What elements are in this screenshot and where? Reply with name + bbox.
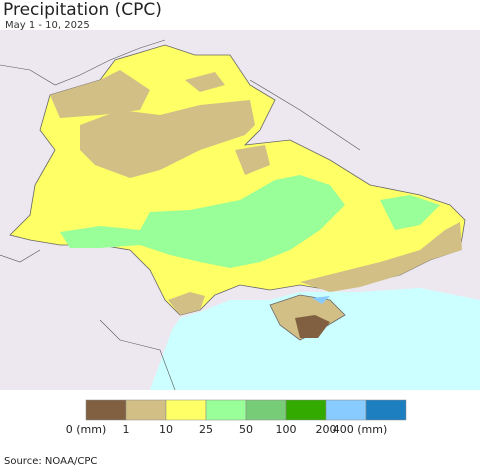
- legend-swatch: [245, 399, 287, 421]
- legend-swatch: [365, 399, 407, 421]
- border: [249, 79, 361, 151]
- source: Source: NOAA/CPC: [4, 456, 98, 467]
- legend-label: 400 (mm): [333, 423, 388, 436]
- region: [60, 175, 345, 268]
- legend-label: 1: [123, 423, 130, 436]
- region: [300, 222, 462, 292]
- legend-swatch: [85, 399, 127, 421]
- borders: [0, 39, 361, 391]
- legend-label: 50: [239, 423, 253, 436]
- region: [185, 72, 225, 92]
- border: [99, 319, 176, 391]
- legend-label: 25: [199, 423, 213, 436]
- region: [312, 296, 330, 304]
- title: Precipitation (CPC): [3, 0, 162, 20]
- sea: [150, 288, 480, 390]
- region: [380, 195, 440, 230]
- legend-swatch: [125, 399, 167, 421]
- legend-swatch: [205, 399, 247, 421]
- region: [80, 100, 255, 178]
- legend-label: 0 (mm): [66, 423, 107, 436]
- border: [0, 39, 166, 86]
- subtitle: May 1 - 10, 2025: [5, 20, 90, 31]
- legend-swatch: [165, 399, 207, 421]
- region: [295, 315, 330, 338]
- legend-swatch: [325, 399, 367, 421]
- border: [0, 249, 41, 263]
- region: [50, 70, 150, 118]
- legend-label: 100: [276, 423, 297, 436]
- legend-label: 10: [159, 423, 173, 436]
- region: [235, 145, 270, 175]
- legend-swatch: [285, 399, 327, 421]
- region: [168, 292, 205, 315]
- legend-label: 200: [316, 423, 337, 436]
